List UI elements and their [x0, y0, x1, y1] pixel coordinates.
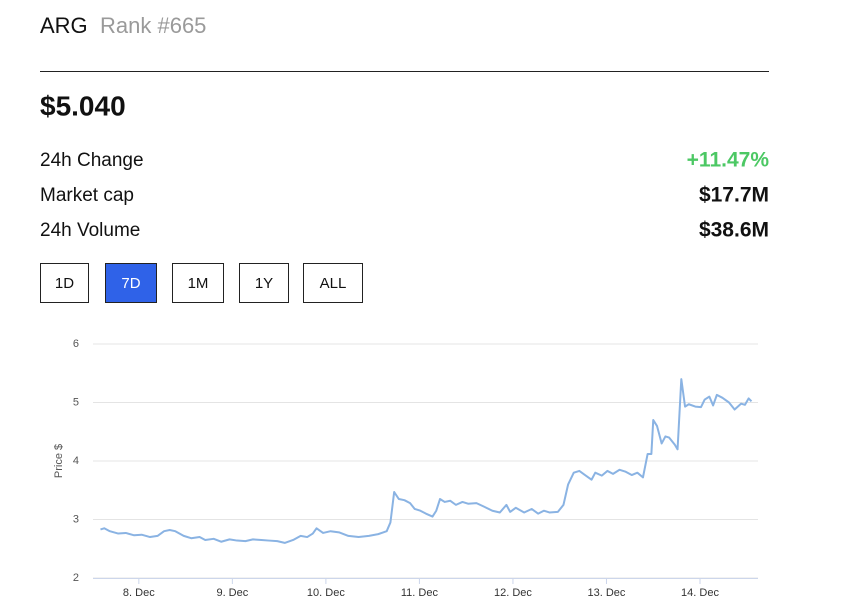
range-button-label[interactable]: ALL [320, 275, 347, 292]
rank: Rank #665 [100, 13, 206, 38]
stat-label: 24h Volume [40, 220, 140, 241]
stat-value: $38.6M [699, 219, 769, 242]
y-tick-label: 5 [73, 396, 79, 408]
x-tick-label: 10. Dec [307, 587, 345, 599]
y-tick-label: 3 [73, 513, 79, 525]
price: $5.040 [40, 90, 126, 121]
x-tick-label: 8. Dec [123, 587, 155, 599]
range-button[interactable] [303, 263, 363, 303]
x-tick-label: 12. Dec [494, 587, 532, 599]
x-tick-label: 9. Dec [216, 587, 248, 599]
x-tick-label: 14. Dec [681, 587, 719, 599]
stat-value: $17.7M [699, 184, 769, 207]
price-line [100, 378, 753, 544]
stat-value: +11.47% [687, 149, 770, 172]
symbol: ARG [40, 13, 88, 38]
range-button[interactable] [239, 263, 289, 303]
x-tick-label: 11. Dec [401, 587, 439, 599]
y-tick-label: 4 [73, 455, 79, 467]
range-button[interactable] [172, 263, 224, 303]
x-tick-label: 13. Dec [588, 587, 626, 599]
range-button-label[interactable]: 1M [188, 275, 209, 292]
range-button[interactable] [105, 263, 157, 303]
range-button-label[interactable]: 1Y [255, 275, 273, 292]
y-axis-label: Price $ [53, 444, 65, 478]
stat-label: 24h Change [40, 150, 144, 171]
range-button-label[interactable]: 7D [121, 275, 140, 292]
stat-label: Market cap [40, 185, 134, 206]
range-button[interactable] [40, 263, 89, 303]
y-tick-label: 2 [73, 572, 79, 584]
y-tick-label: 6 [73, 338, 79, 350]
range-button-label[interactable]: 1D [55, 275, 74, 292]
